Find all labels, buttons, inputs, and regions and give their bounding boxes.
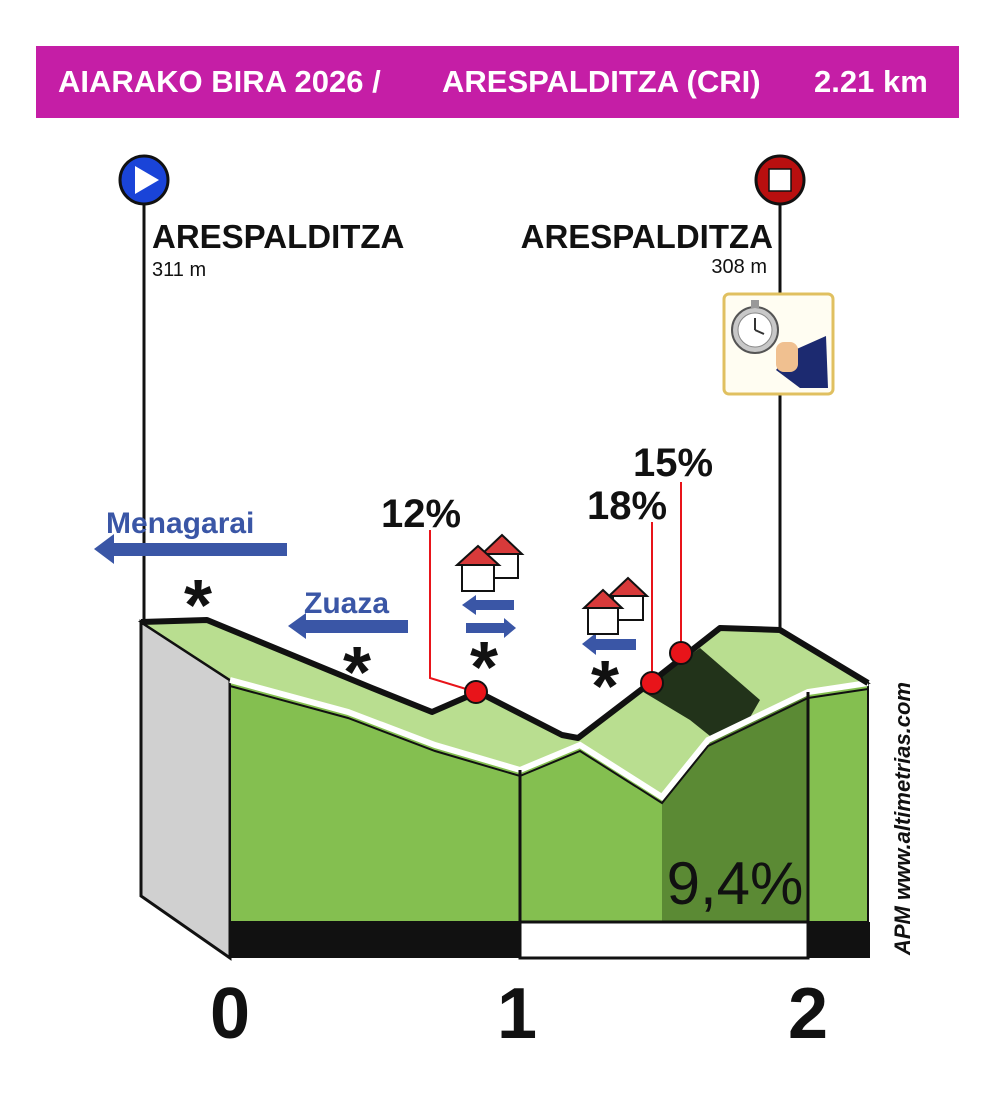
title-banner: AIARAKO BIRA 2026 / ARESPALDITZA (CRI) 2…	[36, 46, 959, 118]
km-label-2: 2	[788, 974, 828, 1054]
km-bar-0-1	[230, 922, 520, 958]
finish-name: ARESPALDITZA	[521, 218, 773, 255]
finish-altitude: 308 m	[711, 256, 767, 278]
finish-stop-icon	[754, 154, 806, 206]
road-edge-shadow	[229, 685, 869, 805]
profile-line	[140, 617, 870, 741]
km-label-1: 1	[497, 974, 537, 1054]
road-edge-line	[229, 677, 869, 801]
gradient-15-label: 15%	[633, 441, 713, 485]
start-altitude: 311 m	[152, 259, 206, 281]
gradient-12-label: 12%	[381, 492, 461, 536]
stopwatch-hand-icon	[722, 292, 835, 396]
two-way-arrows	[462, 595, 516, 638]
poi-asterisk-1: *	[184, 566, 212, 646]
start-name: ARESPALDITZA	[152, 218, 404, 255]
start-play-icon	[118, 154, 170, 206]
village-houses-icon-2	[581, 576, 650, 635]
left-arrow-small	[582, 633, 636, 655]
km-bar-1-2	[518, 920, 810, 960]
menagarai-arrow	[94, 534, 287, 564]
village-houses-icon-1	[454, 533, 525, 592]
poi-asterisk-4: *	[591, 647, 619, 727]
gradient-18-label: 18%	[587, 484, 667, 528]
gradient-12-marker	[464, 680, 488, 704]
credit-text: APM www.altimetrias.com	[890, 682, 915, 956]
km-bar-2-end	[808, 922, 870, 958]
race-title: AIARAKO BIRA 2026 /	[58, 64, 381, 99]
stage-distance: 2.21 km	[814, 64, 928, 99]
section-gradient-label: 9,4%	[667, 850, 804, 917]
dark-gradient-section	[662, 692, 808, 922]
zuaza-label: Zuaza	[304, 587, 389, 620]
gradient-18-marker	[640, 671, 664, 695]
gradient-12-leader	[429, 530, 477, 693]
steep-section-shadow	[640, 648, 760, 752]
poi-asterisk-2: *	[343, 633, 371, 713]
gradient-15-marker	[669, 641, 693, 665]
stage-title: ARESPALDITZA (CRI)	[442, 64, 761, 99]
menagarai-label: Menagarai	[106, 507, 254, 540]
km-label-0: 0	[210, 974, 250, 1054]
zuaza-arrow	[288, 613, 408, 639]
